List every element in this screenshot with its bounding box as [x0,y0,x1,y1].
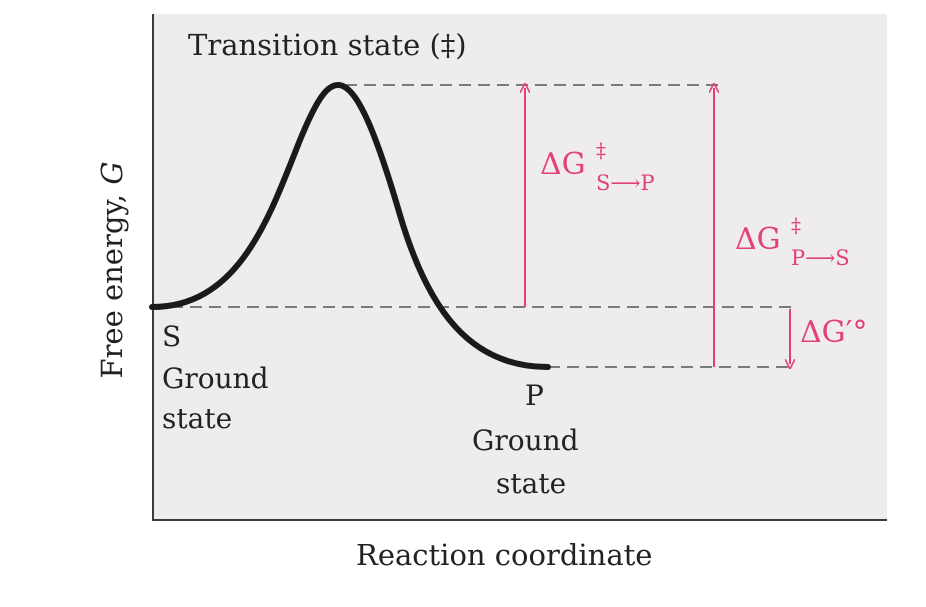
x-axis-label: Reaction coordinate [356,538,653,572]
substrate-ground-label: Ground [162,362,269,395]
dg-standard-label: ΔG′° [800,315,868,350]
product-ground-label: Ground [472,424,579,457]
transition-state-label: Transition state (‡) [188,28,467,62]
dg-p-to-s-label: ΔG ‡ P⟶S [735,215,885,275]
product-symbol: P [525,379,544,412]
substrate-symbol: S [162,320,182,353]
y-axis-label: Free energy, G [95,161,129,378]
product-state-label: state [496,467,567,500]
free-energy-curve [149,81,551,370]
substrate-state-label: state [162,402,233,435]
y-axis-label-variable: G [95,161,129,185]
dg-s-to-p-subscript: S⟶P [596,171,655,195]
dg-p-to-s-superscript: ‡ [791,213,801,237]
y-axis-label-prefix: Free energy, [95,184,129,379]
plot-area [152,14,887,521]
dg-s-to-p-superscript: ‡ [596,138,606,162]
dg-p-to-s-main: ΔG [735,222,781,257]
dg-p-to-s-subscript: P⟶S [791,246,850,270]
dg-s-to-p-label: ΔG ‡ S⟶P [540,140,690,200]
dg-s-to-p-main: ΔG [540,147,586,182]
